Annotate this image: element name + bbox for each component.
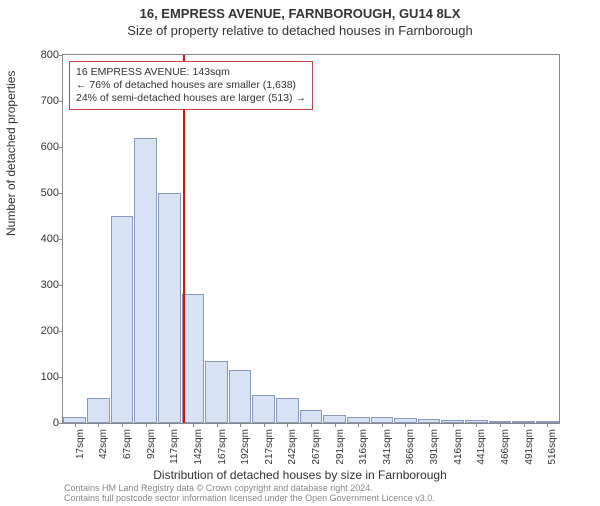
x-tick-label: 17sqm bbox=[75, 429, 86, 459]
annotation-line: 16 EMPRESS AVENUE: 143sqm bbox=[76, 66, 306, 79]
histogram-bar bbox=[205, 361, 228, 423]
histogram-bar bbox=[229, 370, 252, 423]
y-axis-label: Number of detached properties bbox=[4, 71, 18, 236]
x-tick-label: 192sqm bbox=[240, 429, 251, 465]
x-tick-label: 67sqm bbox=[122, 429, 133, 459]
y-tick-label: 100 bbox=[29, 371, 63, 383]
y-tick-label: 500 bbox=[29, 187, 63, 199]
annotation-box: 16 EMPRESS AVENUE: 143sqm← 76% of detach… bbox=[69, 61, 313, 110]
x-axis-label: Distribution of detached houses by size … bbox=[0, 468, 600, 482]
y-tick-label: 700 bbox=[29, 95, 63, 107]
x-tick-label: 466sqm bbox=[500, 429, 511, 465]
x-tick-label: 267sqm bbox=[311, 429, 322, 465]
x-tick-label: 316sqm bbox=[358, 429, 369, 465]
x-tick-label: 291sqm bbox=[335, 429, 346, 465]
histogram-bar bbox=[158, 193, 181, 423]
y-tick-label: 600 bbox=[29, 141, 63, 153]
y-tick-label: 300 bbox=[29, 279, 63, 291]
page-title: 16, EMPRESS AVENUE, FARNBOROUGH, GU14 8L… bbox=[0, 6, 600, 21]
x-tick-label: 117sqm bbox=[169, 429, 180, 464]
histogram-bar bbox=[87, 398, 110, 423]
x-tick-label: 391sqm bbox=[429, 429, 440, 465]
x-tick-label: 516sqm bbox=[547, 429, 558, 465]
x-tick-label: 242sqm bbox=[287, 429, 298, 465]
histogram-bar bbox=[300, 410, 323, 423]
footer-attribution: Contains HM Land Registry data © Crown c… bbox=[64, 484, 435, 504]
x-tick-label: 167sqm bbox=[217, 429, 228, 465]
histogram-bar bbox=[111, 216, 134, 423]
x-tick-label: 92sqm bbox=[146, 429, 157, 459]
x-tick-label: 217sqm bbox=[264, 429, 275, 465]
x-tick-label: 441sqm bbox=[476, 429, 487, 465]
histogram-bar bbox=[276, 398, 299, 423]
histogram-bar bbox=[252, 395, 275, 423]
annotation-line: ← 76% of detached houses are smaller (1,… bbox=[76, 79, 306, 92]
histogram-bar bbox=[323, 415, 346, 423]
y-tick-label: 800 bbox=[29, 49, 63, 61]
x-tick-label: 416sqm bbox=[453, 429, 464, 465]
x-tick-label: 491sqm bbox=[524, 429, 535, 465]
histogram-chart: 010020030040050060070080017sqm42sqm67sqm… bbox=[62, 54, 560, 424]
page-subtitle: Size of property relative to detached ho… bbox=[0, 23, 600, 38]
annotation-line: 24% of semi-detached houses are larger (… bbox=[76, 92, 306, 105]
y-tick-label: 200 bbox=[29, 325, 63, 337]
x-tick-label: 142sqm bbox=[193, 429, 204, 465]
y-tick-label: 400 bbox=[29, 233, 63, 245]
x-tick-label: 42sqm bbox=[98, 429, 109, 459]
footer-line: Contains full postcode sector informatio… bbox=[64, 494, 435, 504]
y-tick-label: 0 bbox=[29, 417, 63, 429]
x-tick-label: 366sqm bbox=[405, 429, 416, 465]
histogram-bar bbox=[134, 138, 157, 423]
x-tick-label: 341sqm bbox=[382, 429, 393, 465]
